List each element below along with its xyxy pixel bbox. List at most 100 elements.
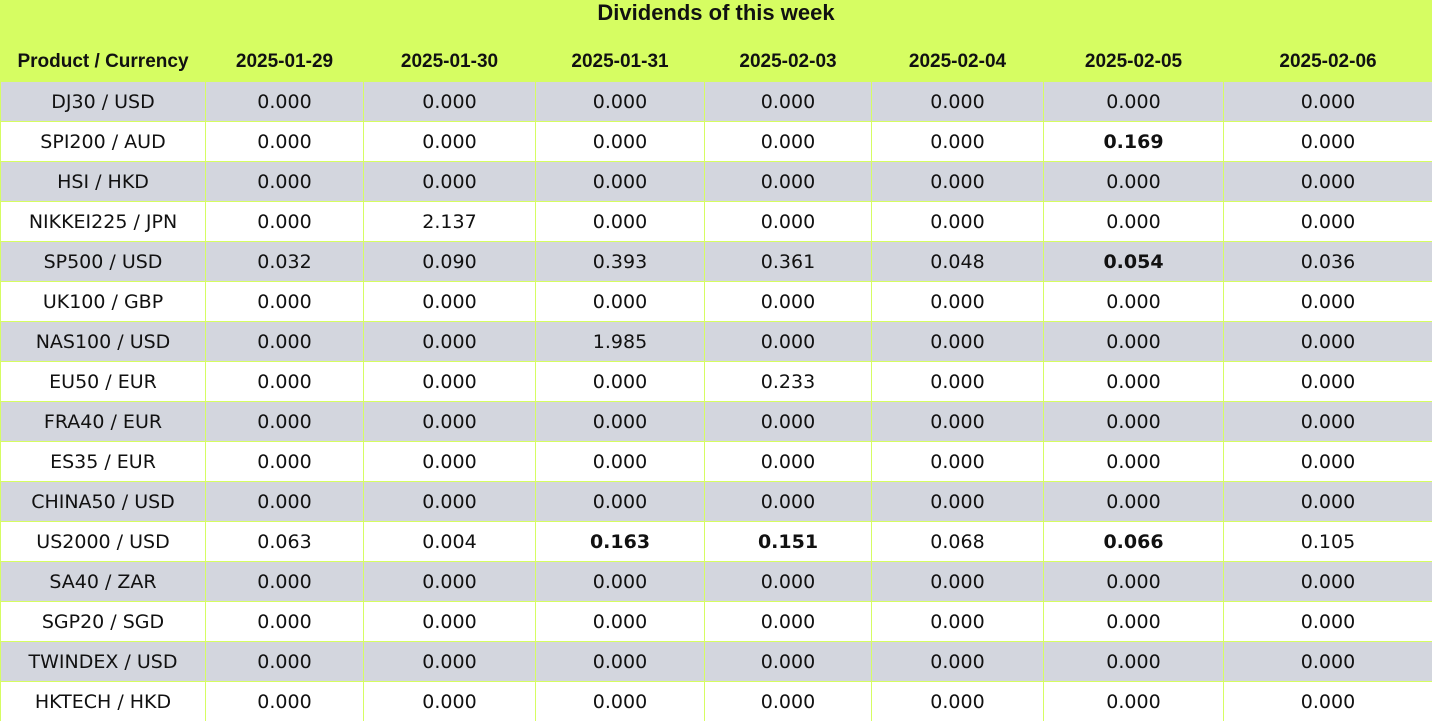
dividend-cell: 0.000 xyxy=(704,321,872,362)
dividend-cell: 0.000 xyxy=(205,321,364,362)
dividend-cell: 0.000 xyxy=(535,681,705,721)
dividend-cell: 0.000 xyxy=(205,161,364,202)
product-cell: FRA40 / EUR xyxy=(0,401,206,442)
date-header: 2025-02-05 xyxy=(1043,42,1224,82)
product-cell: SP500 / USD xyxy=(0,241,206,282)
product-cell: UK100 / GBP xyxy=(0,281,206,322)
data-row: SA40 / ZAR 0.000 0.000 0.000 0.000 0.000 0.000… xyxy=(0,561,1432,602)
date-header: 2025-02-04 xyxy=(871,42,1044,82)
data-row: HKTECH / HKD 0.000 0.000 0.000 0.000 0.000 0.0… xyxy=(0,681,1432,721)
data-row: SPI200 / AUD 0.000 0.000 0.000 0.000 0.000 0.1… xyxy=(0,121,1432,162)
dividend-cell: 0.000 xyxy=(363,681,536,721)
dividend-cell: 0.000 xyxy=(205,561,364,602)
dividend-cell: 0.000 xyxy=(1223,321,1432,362)
product-cell: CHINA50 / USD xyxy=(0,481,206,522)
dividend-cell: 0.000 xyxy=(871,361,1044,402)
dividend-cell: 0.000 xyxy=(363,361,536,402)
dividend-cell: 0.000 xyxy=(205,401,364,442)
dividend-cell: 0.000 xyxy=(205,281,364,322)
data-row: EU50 / EUR 0.000 0.000 0.000 0.233 0.000 0.000… xyxy=(0,361,1432,402)
dividend-cell: 1.985 xyxy=(535,321,705,362)
dividend-cell: 0.000 xyxy=(1043,401,1224,442)
dividend-cell: 0.000 xyxy=(871,601,1044,642)
data-row: DJ30 / USD 0.000 0.000 0.000 0.000 0.000 0.000… xyxy=(0,81,1432,122)
dividend-cell: 0.036 xyxy=(1223,241,1432,282)
dividend-cell: 0.000 xyxy=(363,81,536,122)
dividend-cell: 0.000 xyxy=(535,281,705,322)
dividend-cell: 0.000 xyxy=(871,441,1044,482)
dividend-cell: 0.000 xyxy=(535,81,705,122)
dividend-cell: 0.000 xyxy=(535,201,705,242)
dividend-cell: 0.063 xyxy=(205,521,364,562)
product-cell: TWINDEX / USD xyxy=(0,641,206,682)
dividend-cell: 0.105 xyxy=(1223,521,1432,562)
dividend-cell: 0.169 xyxy=(1043,121,1224,162)
dividend-cell: 2.137 xyxy=(363,201,536,242)
dividend-cell: 0.000 xyxy=(704,201,872,242)
dividend-cell: 0.000 xyxy=(535,481,705,522)
dividend-cell: 0.000 xyxy=(704,481,872,522)
product-cell: SA40 / ZAR xyxy=(0,561,206,602)
product-cell: ES35 / EUR xyxy=(0,441,206,482)
dividend-cell: 0.163 xyxy=(535,521,705,562)
product-cell: HKTECH / HKD xyxy=(0,681,206,721)
dividend-cell: 0.000 xyxy=(871,201,1044,242)
dividend-cell: 0.000 xyxy=(363,481,536,522)
data-row: UK100 / GBP 0.000 0.000 0.000 0.000 0.000 0.00… xyxy=(0,281,1432,322)
dividend-cell: 0.000 xyxy=(704,121,872,162)
dividend-cell: 0.000 xyxy=(1223,561,1432,602)
dividend-cell: 0.000 xyxy=(535,561,705,602)
dividend-cell: 0.000 xyxy=(1223,401,1432,442)
data-row: US2000 / USD 0.063 0.004 0.163 0.151 0.068 0.0… xyxy=(0,521,1432,562)
dividend-cell: 0.000 xyxy=(1223,601,1432,642)
dividend-cell: 0.000 xyxy=(535,641,705,682)
dividend-cell: 0.000 xyxy=(363,561,536,602)
dividend-cell: 0.000 xyxy=(205,361,364,402)
dividend-cell: 0.048 xyxy=(871,241,1044,282)
dividend-cell: 0.000 xyxy=(1043,681,1224,721)
dividend-cell: 0.000 xyxy=(205,201,364,242)
dividend-cell: 0.393 xyxy=(535,241,705,282)
dividend-cell: 0.000 xyxy=(871,401,1044,442)
date-header: 2025-01-30 xyxy=(363,42,536,82)
dividend-cell: 0.004 xyxy=(363,521,536,562)
dividend-table: Product / Currency 2025-01-29 2025-01-30 20… xyxy=(0,42,1432,721)
data-row: HSI / HKD 0.000 0.000 0.000 0.000 0.000 0.000 0… xyxy=(0,161,1432,202)
dividend-cell: 0.000 xyxy=(1043,281,1224,322)
dividend-cell: 0.000 xyxy=(871,161,1044,202)
dividend-cell: 0.054 xyxy=(1043,241,1224,282)
dividend-cell: 0.000 xyxy=(1223,641,1432,682)
dividend-cell: 0.000 xyxy=(704,641,872,682)
dividend-cell: 0.000 xyxy=(535,361,705,402)
product-cell: NIKKEI225 / JPN xyxy=(0,201,206,242)
dividend-cell: 0.000 xyxy=(205,481,364,522)
dividend-cell: 0.032 xyxy=(205,241,364,282)
dividend-cell: 0.000 xyxy=(704,601,872,642)
product-cell: US2000 / USD xyxy=(0,521,206,562)
dividend-cell: 0.000 xyxy=(363,121,536,162)
dividend-cell: 0.000 xyxy=(1223,201,1432,242)
dividend-cell: 0.000 xyxy=(1223,161,1432,202)
dividend-cell: 0.000 xyxy=(871,81,1044,122)
dividend-cell: 0.000 xyxy=(1223,121,1432,162)
dividend-cell: 0.151 xyxy=(704,521,872,562)
table-body: DJ30 / USD 0.000 0.000 0.000 0.000 0.000 0.000… xyxy=(0,81,1432,721)
date-header: 2025-01-29 xyxy=(205,42,364,82)
dividend-cell: 0.000 xyxy=(1223,441,1432,482)
dividend-cell: 0.361 xyxy=(704,241,872,282)
dividend-cell: 0.000 xyxy=(1043,161,1224,202)
dividend-cell: 0.000 xyxy=(1223,481,1432,522)
dividend-cell: 0.233 xyxy=(704,361,872,402)
product-cell: DJ30 / USD xyxy=(0,81,206,122)
dividend-cell: 0.000 xyxy=(1043,361,1224,402)
dividend-cell: 0.000 xyxy=(1043,81,1224,122)
dividend-cell: 0.000 xyxy=(363,401,536,442)
dividend-cell: 0.000 xyxy=(1043,641,1224,682)
dividend-cell: 0.000 xyxy=(704,161,872,202)
dividend-cell: 0.000 xyxy=(871,641,1044,682)
dividend-cell: 0.000 xyxy=(205,441,364,482)
data-row: NAS100 / USD 0.000 0.000 1.985 0.000 0.000 0.0… xyxy=(0,321,1432,362)
dividend-cell: 0.000 xyxy=(871,681,1044,721)
dividend-cell: 0.000 xyxy=(205,601,364,642)
